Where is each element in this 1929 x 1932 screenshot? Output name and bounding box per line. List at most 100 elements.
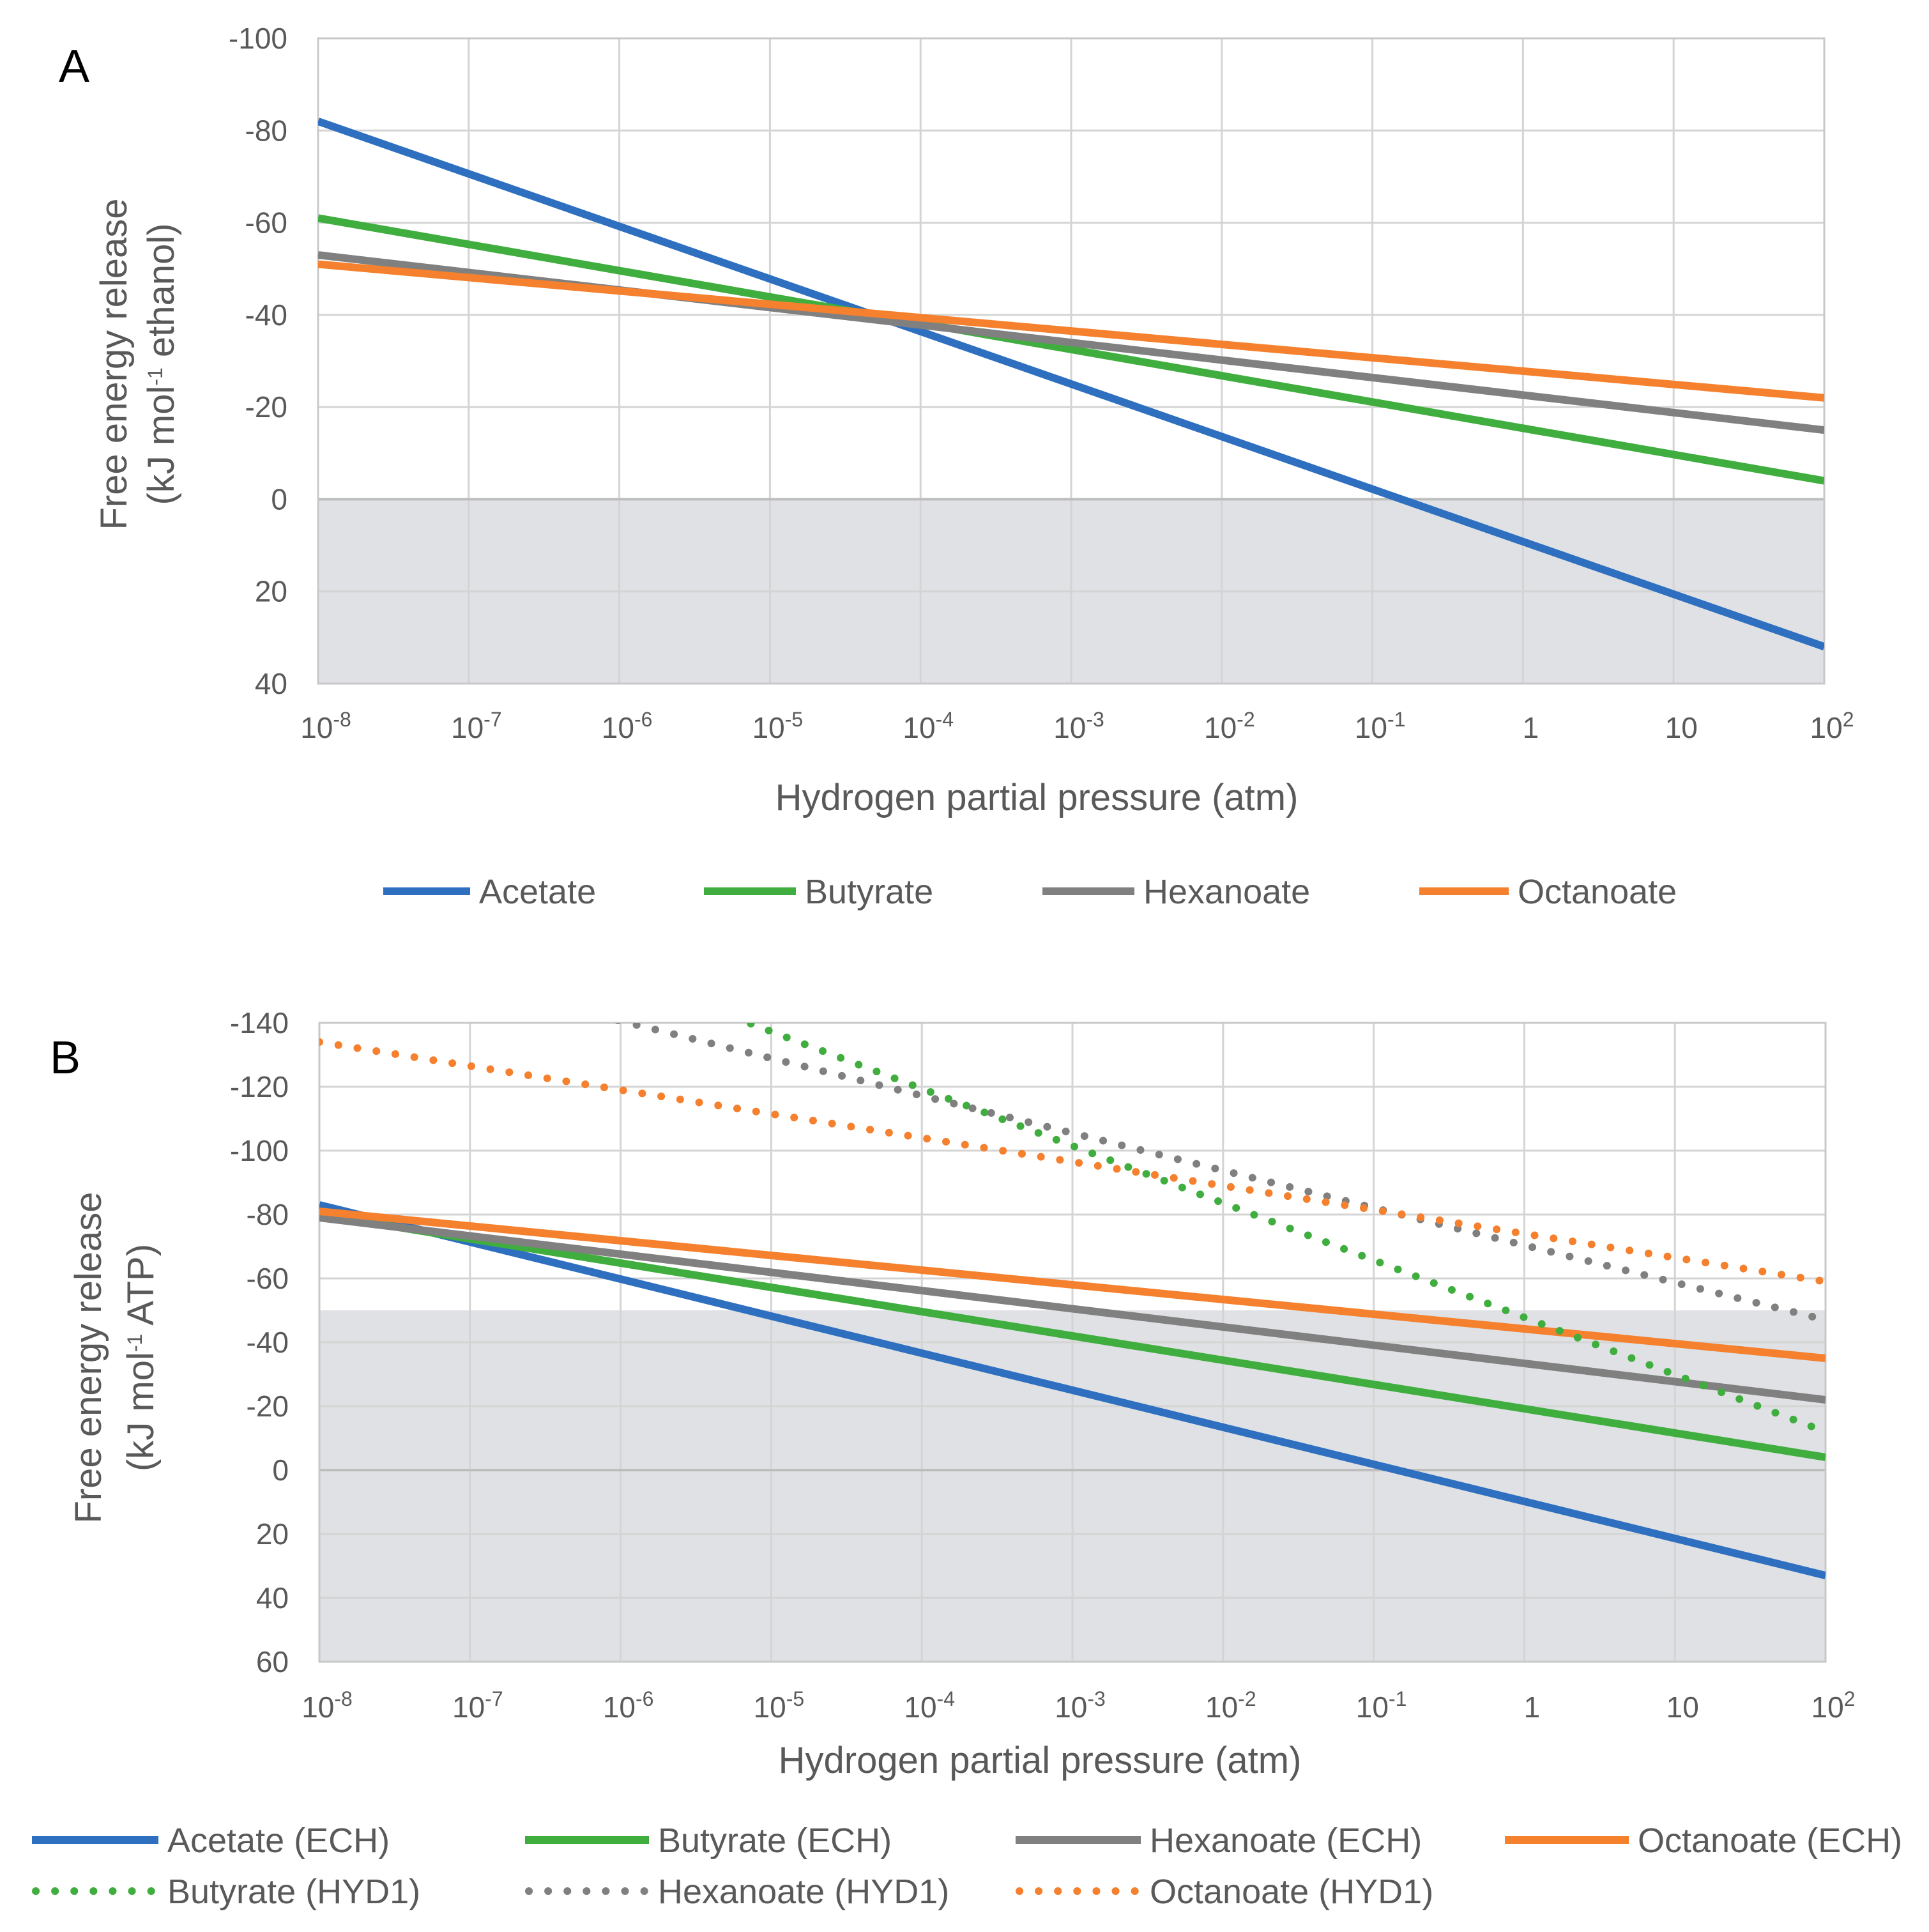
legend-label: Acetate bbox=[479, 873, 596, 911]
series-line-butyrate bbox=[318, 214, 1824, 485]
legend-label: Hexanoate (HYD1) bbox=[658, 1873, 949, 1911]
x-tick-exponent: -5 bbox=[785, 708, 803, 731]
x-tick-label: 10-3 bbox=[1055, 1687, 1106, 1724]
legend-item-acetate: Acetate bbox=[383, 873, 596, 911]
x-axis-tick-labels: 10-8 10-7 10-6 10-5 10-4 10-3 10-2 10-1 1 10 102 bbox=[300, 708, 1854, 744]
legend-label: Octanoate (ECH) bbox=[1638, 1821, 1902, 1860]
legend-label: Butyrate (ECH) bbox=[658, 1821, 892, 1860]
x-tick-base: 1 bbox=[1523, 711, 1539, 744]
x-tick-base: 10 bbox=[1055, 1690, 1087, 1724]
x-axis-title: Hydrogen partial pressure (atm) bbox=[779, 1740, 1302, 1781]
x-tick-label: 10-7 bbox=[451, 708, 502, 744]
plot-frame bbox=[318, 1022, 1827, 1663]
y-axis-tick-labels: -140 -120 -100 -80 -60 -40 -20 0 20 40 60 bbox=[230, 1006, 289, 1678]
legend-item-octanoate-hyd1: Octanoate (HYD1) bbox=[1016, 1873, 1433, 1911]
y-tick-label: 40 bbox=[255, 667, 287, 700]
y-axis-tick-labels: -100 -80 -60 -40 -20 0 20 40 bbox=[229, 22, 287, 700]
series-line-octanoate-hyd1 bbox=[319, 1038, 1826, 1285]
y-axis-title-part: (kJ mol bbox=[120, 1352, 162, 1471]
legend-label: Butyrate bbox=[805, 873, 933, 911]
x-tick-label: 10-8 bbox=[301, 1687, 353, 1724]
legend-item-acetate-ech: Acetate (ECH) bbox=[32, 1821, 390, 1860]
y-axis-title-line2: (kJ mol-1 ethanol) bbox=[141, 223, 182, 505]
y-tick-label: 60 bbox=[256, 1645, 289, 1678]
y-axis-title-unit: ATP) bbox=[120, 1244, 162, 1334]
y-axis-title-line1: Free energy release bbox=[68, 1192, 109, 1523]
y-tick-label: -20 bbox=[245, 390, 287, 424]
x-tick-label: 10-1 bbox=[1355, 708, 1406, 744]
x-tick-exponent: -3 bbox=[1086, 708, 1104, 731]
y-axis-title-unit: ethanol) bbox=[141, 223, 182, 367]
x-tick-label: 10 bbox=[1666, 1690, 1699, 1724]
x-tick-label: 10-5 bbox=[754, 1687, 805, 1724]
x-tick-base: 10 bbox=[904, 1690, 936, 1724]
x-tick-label: 102 bbox=[1810, 708, 1854, 744]
x-tick-exponent: -1 bbox=[1389, 1687, 1407, 1710]
y-tick-label: -40 bbox=[247, 1326, 289, 1359]
x-tick-base: 10 bbox=[1665, 711, 1698, 744]
legend-label: Acetate (ECH) bbox=[167, 1821, 390, 1860]
x-tick-base: 10 bbox=[1666, 1690, 1699, 1724]
x-tick-base: 10 bbox=[1356, 1690, 1389, 1724]
series-line-acetate bbox=[318, 118, 1824, 650]
legend-item-hexanoate-hyd1: Hexanoate (HYD1) bbox=[525, 1873, 949, 1911]
x-tick-base: 10 bbox=[1355, 711, 1387, 744]
x-tick-exponent: -4 bbox=[937, 1687, 955, 1710]
y-tick-label: -100 bbox=[230, 1134, 289, 1167]
x-tick-label: 10-5 bbox=[752, 708, 804, 744]
legend-label: Butyrate (HYD1) bbox=[167, 1873, 420, 1911]
x-tick-base: 10 bbox=[903, 711, 935, 744]
x-tick-label: 10-2 bbox=[1205, 1687, 1256, 1724]
plot-frame bbox=[317, 37, 1826, 685]
y-tick-label: -140 bbox=[230, 1006, 289, 1039]
x-tick-exponent: -1 bbox=[1387, 708, 1405, 731]
x-tick-label: 10-7 bbox=[452, 1687, 503, 1724]
legend-item-butyrate: Butyrate bbox=[704, 873, 933, 911]
y-tick-label: -20 bbox=[247, 1390, 289, 1423]
y-tick-label: -60 bbox=[247, 1262, 289, 1295]
y-tick-label: 0 bbox=[272, 1453, 289, 1487]
x-axis-tick-labels: 10-8 10-7 10-6 10-5 10-4 10-3 10-2 10-1 1 10 102 bbox=[301, 1687, 1855, 1724]
x-tick-exponent: -6 bbox=[634, 708, 652, 731]
x-tick-exponent: -6 bbox=[636, 1687, 653, 1710]
y-tick-label: -100 bbox=[229, 22, 287, 55]
x-tick-label: 10 bbox=[1665, 711, 1698, 744]
series-lines bbox=[318, 118, 1824, 650]
y-tick-label: 20 bbox=[255, 575, 287, 608]
x-tick-exponent: 2 bbox=[1844, 1687, 1856, 1710]
series-line-octanoate bbox=[318, 260, 1824, 402]
x-tick-label: 102 bbox=[1811, 1687, 1856, 1724]
legend-item-butyrate-ech: Butyrate (ECH) bbox=[525, 1821, 892, 1860]
y-tick-label: 0 bbox=[271, 482, 287, 516]
x-tick-exponent: -2 bbox=[1238, 1687, 1256, 1710]
x-tick-base: 10 bbox=[452, 1690, 485, 1724]
series-line-acetate-ech bbox=[319, 1201, 1826, 1579]
x-tick-label: 10-6 bbox=[602, 708, 653, 744]
x-tick-exponent: -3 bbox=[1087, 1687, 1105, 1710]
legend-item-octanoate-ech: Octanoate (ECH) bbox=[1505, 1821, 1902, 1860]
y-tick-label: -40 bbox=[245, 298, 287, 332]
legend-item-butyrate-hyd1: Butyrate (HYD1) bbox=[32, 1873, 420, 1911]
x-tick-label: 10-3 bbox=[1053, 708, 1104, 744]
x-tick-exponent: 2 bbox=[1843, 708, 1854, 731]
x-tick-base: 10 bbox=[603, 1690, 636, 1724]
x-tick-label: 10-8 bbox=[300, 708, 351, 744]
y-axis-title-superscript: -1 bbox=[144, 367, 167, 385]
x-tick-base: 10 bbox=[1810, 711, 1843, 744]
legend-label: Octanoate (HYD1) bbox=[1150, 1873, 1433, 1911]
x-tick-base: 10 bbox=[451, 711, 484, 744]
x-tick-base: 10 bbox=[602, 711, 634, 744]
x-tick-exponent: -5 bbox=[786, 1687, 804, 1710]
y-tick-label: -80 bbox=[245, 114, 287, 147]
x-tick-label: 10-6 bbox=[603, 1687, 654, 1724]
x-tick-exponent: -8 bbox=[333, 708, 351, 731]
x-tick-base: 10 bbox=[1205, 1690, 1238, 1724]
series-line-octanoate-ech bbox=[319, 1208, 1826, 1362]
legend-item-hexanoate-ech: Hexanoate (ECH) bbox=[1016, 1821, 1422, 1860]
x-tick-base: 10 bbox=[1053, 711, 1086, 744]
x-axis-title: Hydrogen partial pressure (atm) bbox=[775, 777, 1299, 818]
x-tick-exponent: -7 bbox=[485, 1687, 503, 1710]
legend: Acetate (ECH) Butyrate (ECH) Hexanoate (EC… bbox=[32, 1821, 1902, 1911]
